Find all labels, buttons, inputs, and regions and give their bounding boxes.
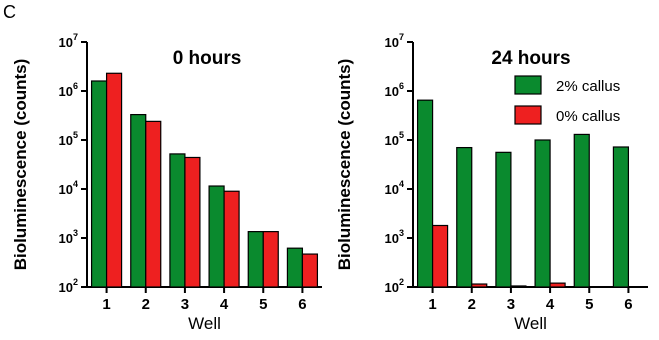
chart1-y-tick-label: 106 xyxy=(59,81,78,99)
chart1-y-axis-title: Bioluminescence (counts) xyxy=(11,59,30,271)
chart1-x-tick-label: 3 xyxy=(181,296,189,313)
chart1-x-tick-label: 2 xyxy=(142,296,150,313)
chart2-x-tick-label: 3 xyxy=(507,296,515,313)
chart1-y-tick-label: 104 xyxy=(59,179,78,197)
chart1-x-axis-title: Well xyxy=(188,314,221,333)
chart2-x-tick-label: 6 xyxy=(624,296,632,313)
panel-letter: C xyxy=(3,2,16,22)
chart2-bar-series1-well-2 xyxy=(456,146,473,288)
chart2-bar-series1-well-3 xyxy=(495,151,512,288)
chart1-y-tick-label: 103 xyxy=(59,228,78,246)
chart1-bar-series1-well-3 xyxy=(169,153,186,288)
chart2-y-tick-label: 106 xyxy=(385,81,404,99)
chart2-title: 24 hours xyxy=(491,48,570,69)
chart2-bar-series1-well-1 xyxy=(416,99,434,288)
chart1-title: 0 hours xyxy=(173,48,242,69)
chart2-y-axis-title: Bioluminescence (counts) xyxy=(335,59,354,271)
chart2-y-tick-label: 102 xyxy=(385,277,404,295)
chart1-bar-series2-well-6 xyxy=(301,253,319,288)
chart1-bar-series2-well-2 xyxy=(145,120,162,288)
chart2-y-tick-label: 107 xyxy=(385,32,404,50)
chart2-legend-label-2: 0% callus xyxy=(556,108,620,125)
chart1-bar-series1-well-6 xyxy=(286,247,304,288)
chart1-bar-series1-well-4 xyxy=(208,185,225,288)
chart2-x-axis-title: Well xyxy=(514,314,547,333)
chart1-bar-series2-well-4 xyxy=(223,190,240,288)
chart1-x-tick-label: 6 xyxy=(298,296,306,313)
chart1-x-tick-label: 1 xyxy=(102,296,110,313)
chart2-x-tick-label: 4 xyxy=(546,296,555,313)
chart1-x-tick-label: 4 xyxy=(220,296,229,313)
chart2-bar-series2-well-1 xyxy=(431,224,449,288)
chart2-legend-swatch-2 xyxy=(514,105,542,125)
chart2-legend-swatch-1 xyxy=(514,75,542,95)
chart2-bar-series1-well-4 xyxy=(534,139,551,288)
chart1-bar-series1-well-1 xyxy=(90,80,108,288)
chart2-x-tick-label: 2 xyxy=(468,296,476,313)
chart1-y-tick-label: 102 xyxy=(59,277,78,295)
chart2-x-tick-label: 5 xyxy=(585,296,593,313)
chart2-bar-series2-well-3 xyxy=(510,285,527,288)
chart1-y-tick-label: 107 xyxy=(59,32,78,50)
chart1-bar-series1-well-5 xyxy=(247,231,264,288)
chart2-bar-series2-well-4 xyxy=(549,282,566,288)
chart1-bar-series2-well-5 xyxy=(262,231,279,288)
chart1-x-tick-label: 5 xyxy=(259,296,267,313)
chart2-bar-series1-well-5 xyxy=(573,133,590,288)
chart1-bar-series2-well-1 xyxy=(105,72,123,288)
chart2-y-tick-label: 103 xyxy=(385,228,404,246)
chart1-bar-series1-well-2 xyxy=(130,113,147,288)
chart2-x-tick-label: 1 xyxy=(428,296,436,313)
chart2-bar-series2-well-2 xyxy=(471,283,488,288)
chart1-y-tick-label: 105 xyxy=(59,130,78,148)
chart2-y-tick-label: 104 xyxy=(385,179,404,197)
chart2-legend-label-1: 2% callus xyxy=(556,78,620,95)
chart2-bar-series1-well-6 xyxy=(612,146,630,288)
chart2-y-tick-label: 105 xyxy=(385,130,404,148)
chart1-bar-series2-well-3 xyxy=(184,156,201,288)
